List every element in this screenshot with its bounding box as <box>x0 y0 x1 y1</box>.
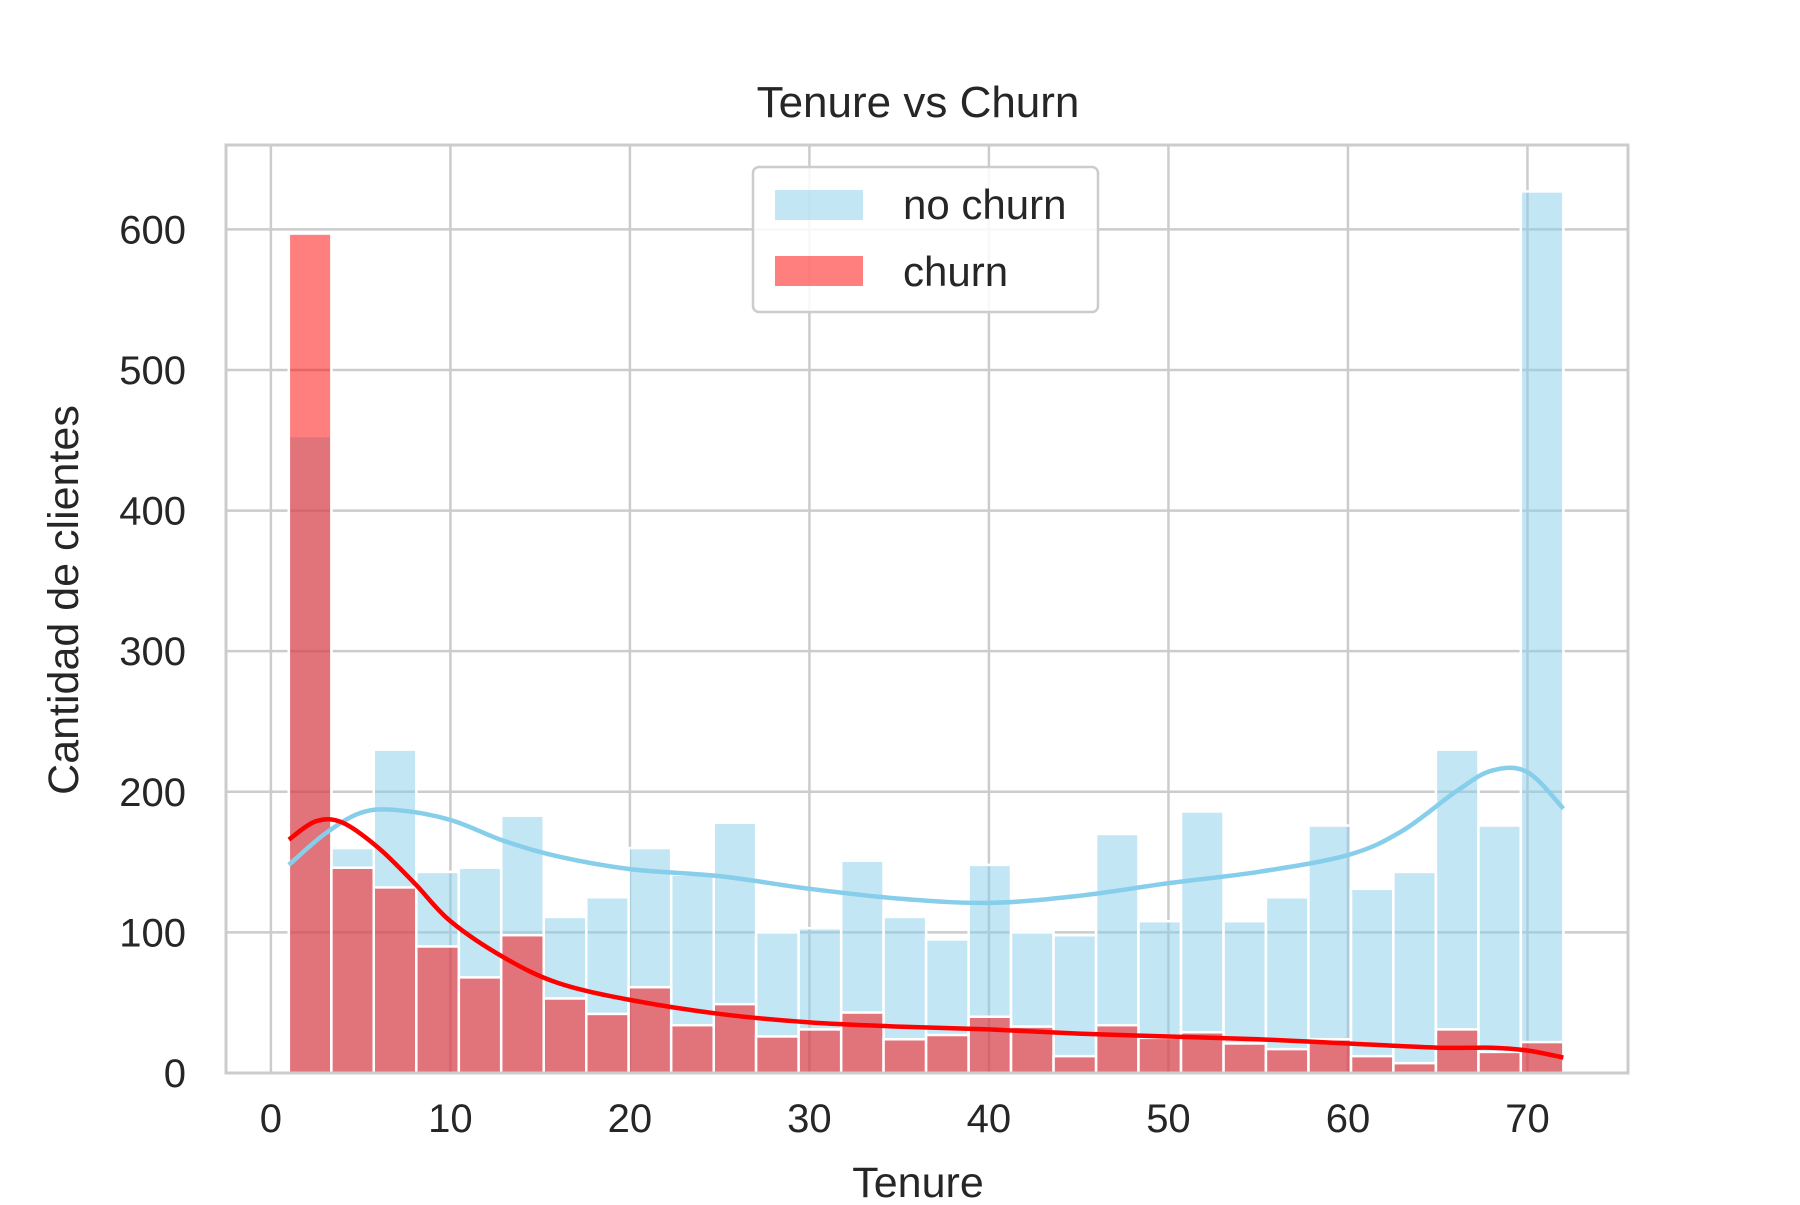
x-axis-label: Tenure <box>852 1159 983 1200</box>
x-tick-label: 40 <box>967 1097 1012 1141</box>
churn-bar <box>457 976 503 1075</box>
y-tick-label: 500 <box>119 349 186 393</box>
churn-bar <box>1434 1028 1480 1075</box>
legend-swatch-churn <box>775 256 863 286</box>
x-axis-ticks: 0 10 20 30 40 50 60 70 <box>260 1097 1550 1141</box>
y-tick-label: 400 <box>119 490 186 534</box>
churn-bar <box>669 1023 715 1075</box>
churn-bar <box>1349 1054 1395 1075</box>
no-churn-bar <box>1477 824 1523 1075</box>
x-tick-label: 70 <box>1505 1097 1550 1141</box>
x-tick-label: 20 <box>608 1097 653 1141</box>
churn-bar <box>499 933 545 1075</box>
churn-bars <box>287 232 1565 1075</box>
churn-bar <box>287 232 333 1075</box>
churn-bar <box>585 1012 630 1075</box>
churn-bar <box>1477 1050 1523 1075</box>
churn-bar <box>372 886 418 1075</box>
churn-bar <box>1264 1047 1310 1075</box>
churn-bar <box>797 1028 843 1075</box>
y-tick-label: 200 <box>119 771 186 815</box>
churn-bar <box>542 997 588 1075</box>
churn-bar <box>415 945 461 1075</box>
churn-bar <box>1222 1042 1268 1075</box>
churn-bar <box>754 1035 800 1075</box>
y-tick-label: 100 <box>119 911 186 955</box>
no-churn-bar <box>1052 933 1098 1075</box>
legend: no churn churn <box>751 165 1100 314</box>
x-tick-label: 30 <box>787 1097 832 1141</box>
chart-title: Tenure vs Churn <box>757 78 1080 127</box>
legend-label-no-churn: no churn <box>903 181 1066 228</box>
no-churn-kde-line <box>287 765 1566 906</box>
churn-bar <box>882 1038 928 1075</box>
y-tick-label: 600 <box>119 208 186 252</box>
kde-curves <box>287 765 1566 1060</box>
y-tick-label: 0 <box>164 1052 186 1096</box>
churn-bar <box>330 866 375 1075</box>
y-axis-ticks: 0 100 200 300 400 500 600 <box>119 208 186 1096</box>
y-tick-label: 300 <box>119 630 186 674</box>
x-tick-label: 10 <box>428 1097 473 1141</box>
churn-bar <box>1052 1054 1098 1075</box>
no-churn-bar <box>1264 895 1310 1075</box>
x-tick-label: 0 <box>260 1097 282 1141</box>
y-axis-label: Cantidad de clientes <box>40 405 88 795</box>
no-churn-bar <box>1392 870 1438 1075</box>
churn-bar <box>1137 1036 1183 1075</box>
legend-swatch-no-churn <box>775 190 863 220</box>
churn-bar <box>839 1011 885 1075</box>
no-churn-bar <box>1434 748 1480 1075</box>
churn-bar <box>924 1033 970 1075</box>
x-tick-label: 60 <box>1326 1097 1371 1141</box>
grid <box>226 145 1628 1075</box>
churn-bar <box>967 1015 1013 1075</box>
churn-kde-line <box>287 817 1564 1060</box>
plot-frame <box>224 143 1630 1075</box>
no-churn-bar <box>1519 190 1565 1075</box>
x-tick-label: 50 <box>1146 1097 1191 1141</box>
legend-label-churn: churn <box>903 248 1008 295</box>
